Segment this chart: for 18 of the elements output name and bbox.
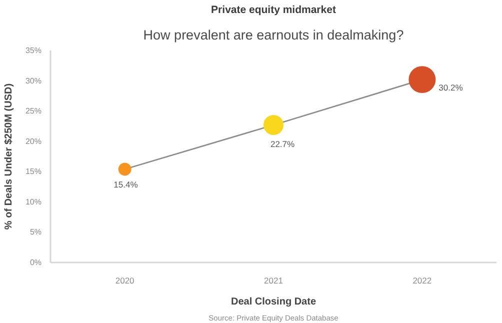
y-tick-label: 0% xyxy=(30,258,42,267)
y-tick-label: 20% xyxy=(25,136,42,146)
data-label: 22.7% xyxy=(270,139,296,150)
x-tick-label: 2022 xyxy=(412,276,432,286)
chart-subtitle: How prevalent are earnouts in dealmaking? xyxy=(143,28,404,42)
x-tick-label: 2020 xyxy=(115,276,135,286)
x-tick-label: 2021 xyxy=(264,276,284,286)
y-tick-label: 15% xyxy=(25,167,42,176)
chart-title: Private equity midmarket xyxy=(211,4,336,16)
y-tick-label: 5% xyxy=(30,228,42,237)
y-tick-label: 10% xyxy=(25,197,42,206)
x-axis-title: Deal Closing Date xyxy=(230,296,316,308)
y-tick-label: 35% xyxy=(25,46,42,55)
data-label: 30.2% xyxy=(438,82,464,93)
y-axis-title: % of Deals Under $250M (USD) xyxy=(3,83,14,230)
y-tick-label: 25% xyxy=(25,106,42,116)
data-label: 15.4% xyxy=(114,180,138,190)
y-tick-label: 30% xyxy=(25,76,42,86)
